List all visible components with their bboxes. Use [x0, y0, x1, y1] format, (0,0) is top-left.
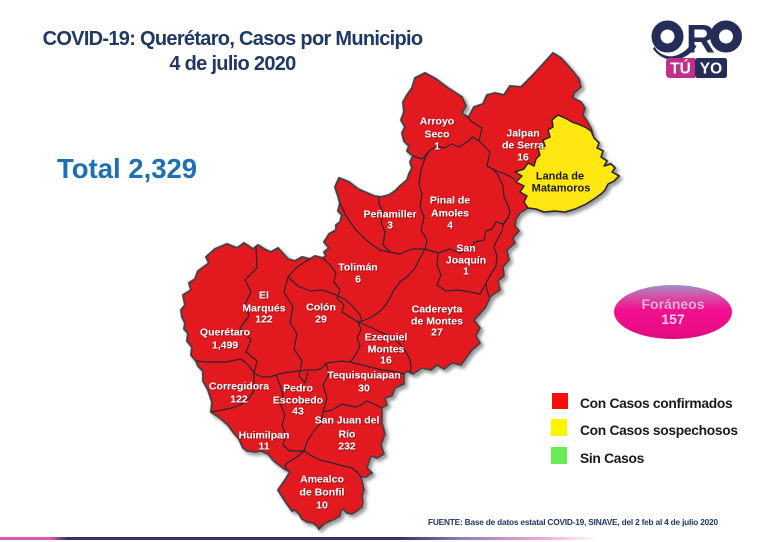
svg-text:43: 43 — [292, 406, 304, 418]
svg-text:Jalpan: Jalpan — [506, 128, 539, 140]
svg-text:Escobedo: Escobedo — [273, 395, 323, 407]
svg-text:Huimilpan: Huimilpan — [239, 430, 290, 442]
svg-text:Cadereyta: Cadereyta — [412, 304, 463, 316]
svg-text:Seco: Seco — [424, 129, 449, 141]
svg-text:Joaquín: Joaquín — [446, 255, 486, 267]
svg-text:10: 10 — [316, 500, 328, 512]
svg-text:1: 1 — [463, 266, 469, 278]
svg-text:27: 27 — [431, 327, 443, 339]
svg-text:Tequisquiapan: Tequisquiapan — [327, 370, 400, 382]
svg-text:6: 6 — [355, 274, 361, 286]
svg-text:1: 1 — [434, 141, 440, 153]
svg-text:16: 16 — [517, 152, 529, 164]
svg-text:Peñamiller: Peñamiller — [363, 209, 416, 221]
svg-text:11: 11 — [258, 441, 269, 453]
svg-text:30: 30 — [358, 383, 370, 395]
svg-text:Arroyo: Arroyo — [420, 116, 454, 128]
svg-text:San Juan del: San Juan del — [315, 415, 380, 427]
svg-text:3: 3 — [387, 220, 393, 232]
svg-text:Pedro: Pedro — [283, 383, 313, 395]
svg-text:Montes: Montes — [368, 344, 405, 356]
svg-text:San: San — [456, 243, 475, 255]
svg-text:Amoles: Amoles — [431, 208, 469, 220]
svg-text:TÚ: TÚ — [670, 60, 691, 78]
svg-text:Matamoros: Matamoros — [532, 183, 591, 195]
svg-text:Ezequiel: Ezequiel — [365, 332, 408, 344]
svg-text:4: 4 — [447, 220, 453, 232]
svg-text:Marqués: Marqués — [242, 303, 285, 315]
svg-text:29: 29 — [315, 314, 327, 326]
svg-text:122: 122 — [255, 314, 273, 326]
svg-text:de Serra: de Serra — [502, 140, 544, 152]
svg-text:Río: Río — [339, 429, 356, 441]
svg-text:1,499: 1,499 — [212, 340, 238, 352]
svg-text:16: 16 — [380, 355, 392, 367]
svg-text:Tolimán: Tolimán — [338, 262, 377, 274]
svg-text:de Montes: de Montes — [411, 316, 463, 328]
svg-text:Amealco: Amealco — [300, 474, 344, 486]
svg-text:de Bonfil: de Bonfil — [300, 487, 345, 499]
svg-text:Landa de: Landa de — [536, 171, 584, 183]
svg-text:R: R — [686, 18, 715, 62]
svg-text:232: 232 — [338, 441, 356, 453]
svg-text:Colón: Colón — [306, 302, 336, 314]
svg-text:Corregidora: Corregidora — [209, 381, 269, 393]
svg-text:YO: YO — [700, 61, 722, 78]
svg-text:Querétaro: Querétaro — [200, 327, 250, 339]
svg-text:Pinal de: Pinal de — [430, 195, 470, 207]
svg-text:122: 122 — [230, 394, 248, 406]
svg-text:El: El — [259, 290, 269, 302]
